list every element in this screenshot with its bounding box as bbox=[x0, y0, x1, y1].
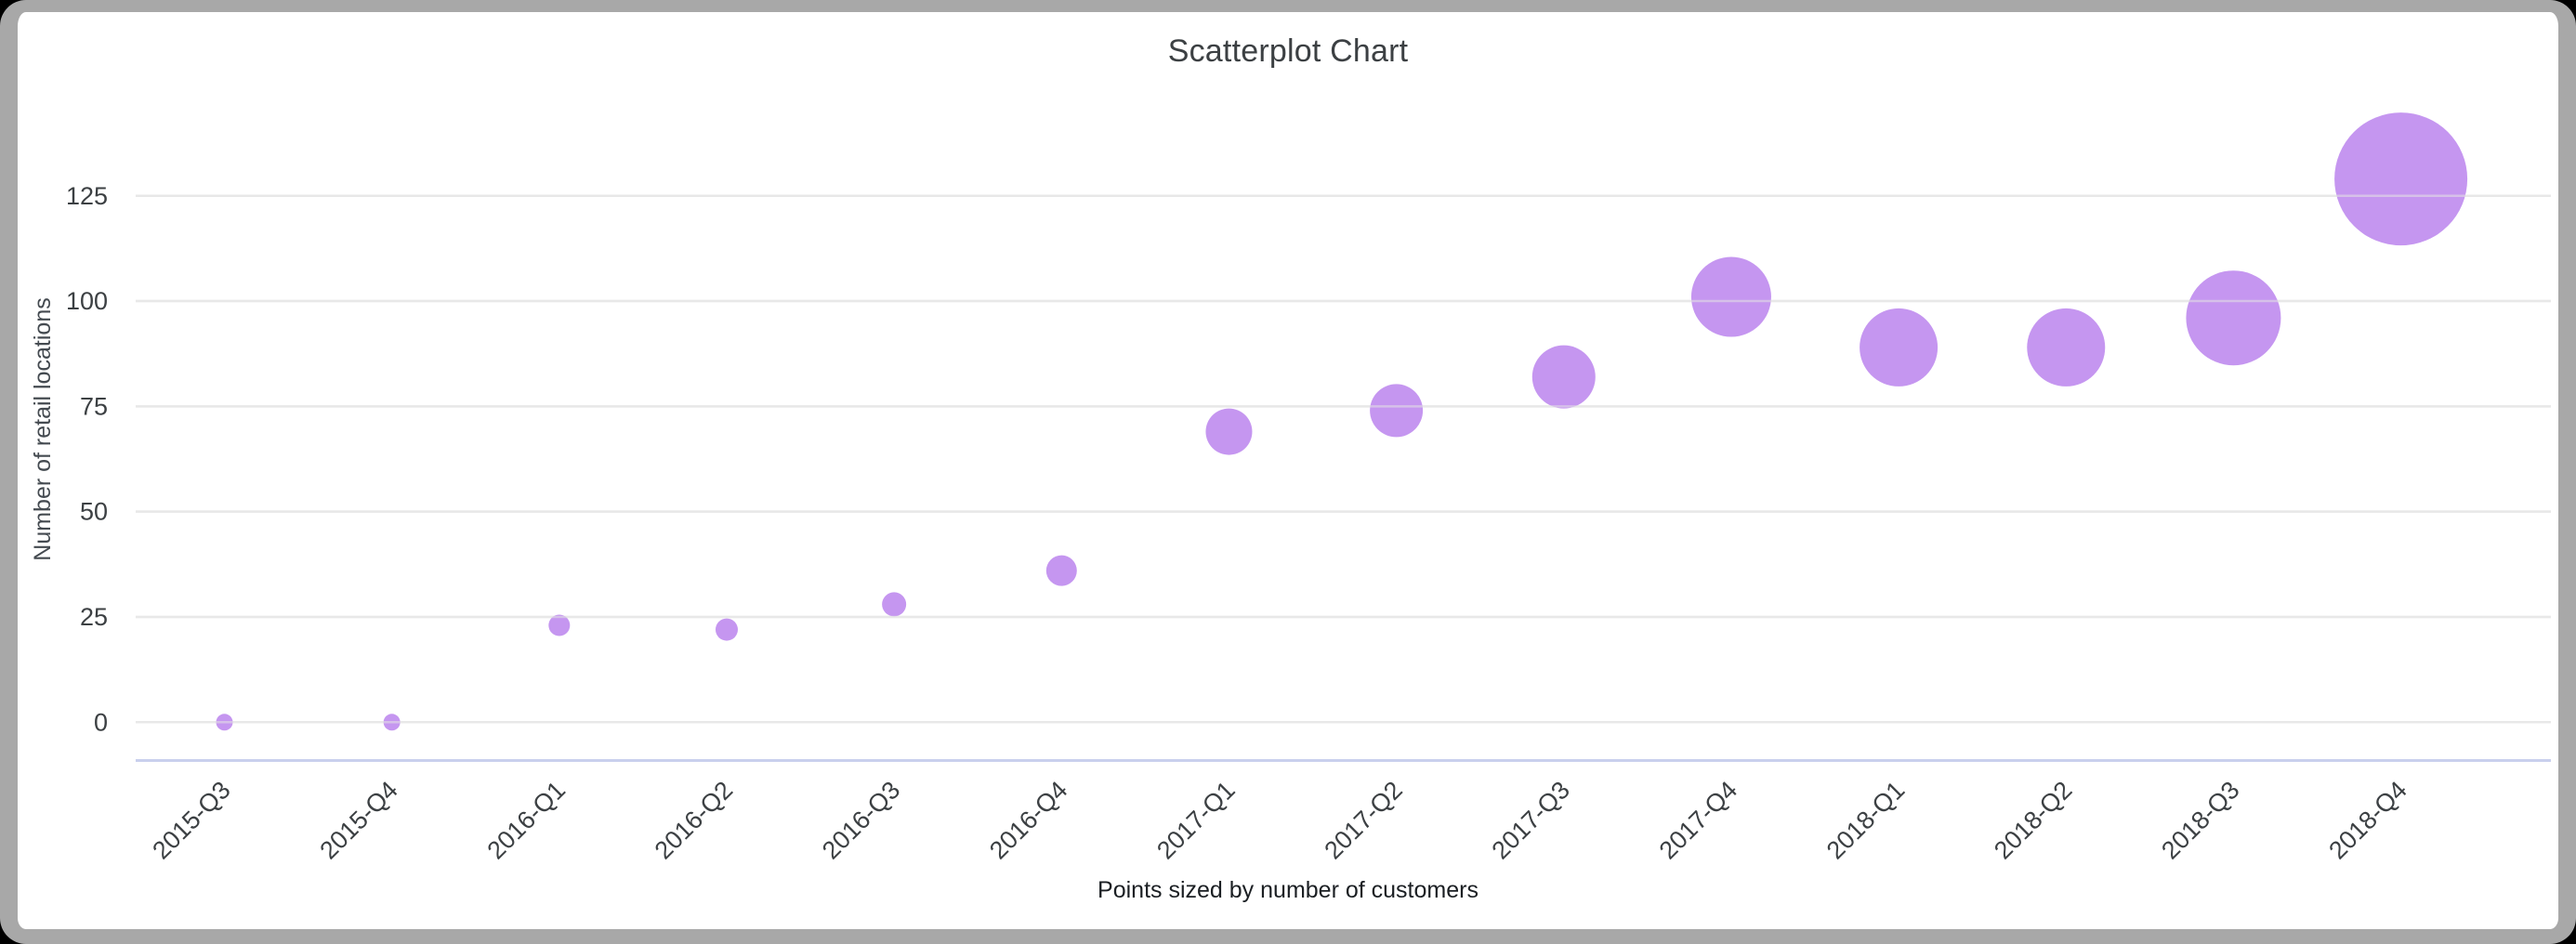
data-point[interactable] bbox=[1045, 555, 1077, 586]
y-axis-title: Number of retail locations bbox=[30, 297, 56, 560]
x-tick-label: 2015-Q3 bbox=[147, 776, 236, 865]
y-tick-label: 100 bbox=[66, 287, 108, 315]
chart-title: Scatterplot Chart bbox=[1167, 33, 1409, 69]
x-tick-label: 2017-Q3 bbox=[1487, 776, 1576, 865]
x-tick-label: 2016-Q1 bbox=[482, 776, 572, 865]
x-tick-label: 2017-Q4 bbox=[1654, 776, 1743, 865]
y-tick-label: 0 bbox=[94, 708, 108, 736]
y-tick-label: 50 bbox=[80, 498, 108, 526]
x-tick-label: 2017-Q1 bbox=[1151, 776, 1241, 865]
data-point[interactable] bbox=[2334, 112, 2468, 246]
data-point[interactable] bbox=[1860, 308, 1939, 387]
data-point[interactable] bbox=[1370, 384, 1424, 438]
x-tick-label: 2018-Q1 bbox=[1821, 776, 1911, 865]
x-tick-label: 2015-Q4 bbox=[314, 776, 403, 865]
data-point[interactable] bbox=[548, 614, 571, 636]
y-tick-label: 25 bbox=[80, 603, 108, 631]
data-point[interactable] bbox=[2027, 308, 2106, 387]
y-tick-label: 75 bbox=[80, 392, 108, 420]
data-point[interactable] bbox=[1531, 345, 1596, 409]
x-tick-label: 2016-Q3 bbox=[817, 776, 906, 865]
x-tick-label: 2017-Q2 bbox=[1319, 776, 1408, 865]
x-tick-label: 2016-Q2 bbox=[650, 776, 739, 865]
x-tick-label: 2018-Q2 bbox=[1989, 776, 2078, 865]
data-point[interactable] bbox=[715, 618, 738, 641]
x-tick-label: 2018-Q3 bbox=[2156, 776, 2245, 865]
chart-caption: Points sized by number of customers bbox=[1097, 877, 1479, 903]
data-point[interactable] bbox=[882, 592, 907, 617]
data-point[interactable] bbox=[2186, 270, 2281, 366]
data-point[interactable] bbox=[1205, 408, 1253, 455]
x-tick-label: 2016-Q4 bbox=[984, 776, 1073, 865]
x-tick-label: 2018-Q4 bbox=[2323, 776, 2412, 865]
y-tick-label: 125 bbox=[66, 182, 108, 210]
data-point[interactable] bbox=[1690, 256, 1771, 337]
